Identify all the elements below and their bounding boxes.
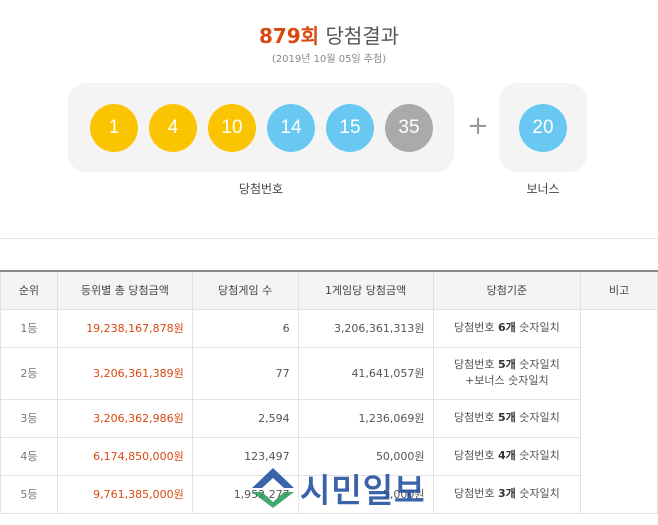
criteria-cell: 당첨번호 5개 숫자일치 +보너스 숫자일치 xyxy=(432,346,582,400)
winner-count-cell: 2,594 xyxy=(191,398,299,438)
round-number: 879회 xyxy=(258,24,320,48)
winning-ball-3: 10 xyxy=(208,104,256,152)
criteria-count: 6개 xyxy=(497,321,516,334)
title-suffix: 당첨결과 xyxy=(325,24,400,48)
bonus-ball: 20 xyxy=(519,104,567,152)
newspaper-watermark: 시민일보 xyxy=(250,462,450,510)
total-amount-cell: 3,206,361,389원 xyxy=(56,346,193,400)
winner-count-cell: 6 xyxy=(191,308,299,348)
rank-cell: 3등 xyxy=(0,398,58,438)
rank-cell: 2등 xyxy=(0,346,58,400)
rank-cell: 5등 xyxy=(0,474,58,514)
winning-ball-6: 35 xyxy=(385,104,433,152)
header-winner-count: 당첨게임 수 xyxy=(191,270,299,310)
header-criteria: 당첨기준 xyxy=(432,270,582,310)
plus-icon: + xyxy=(467,111,489,141)
winning-numbers-label: 당첨번호 xyxy=(238,182,284,196)
winning-ball-1: 1 xyxy=(90,104,138,152)
table-header-row: 순위 등위별 총 당첨금액 당첨게임 수 1게임당 당첨금액 당첨기준 비고 xyxy=(0,270,658,310)
criteria-prefix: 당첨번호 xyxy=(453,321,498,334)
bonus-label: 보너스 xyxy=(526,182,560,196)
rank-cell: 1등 xyxy=(0,308,58,348)
table-row: 3등 3,206,362,986원 2,594 1,236,069원 당첨번호 … xyxy=(0,398,658,438)
table-row: 1등 19,238,167,878원 6 3,206,361,313원 당첨번호… xyxy=(0,308,658,514)
criteria-cell: 당첨번호 6개 숫자일치 xyxy=(432,308,582,348)
prize-table: 순위 등위별 총 당첨금액 당첨게임 수 1게임당 당첨금액 당첨기준 비고 1… xyxy=(0,270,658,514)
per-game-amount-cell: 5,000원 xyxy=(297,474,434,514)
header-per-game-amount: 1게임당 당첨금액 xyxy=(297,270,434,310)
per-game-amount-cell: 1,236,069원 xyxy=(297,398,434,438)
bonus-number-box: 20 xyxy=(499,83,587,172)
criteria-suffix: 숫자일치 xyxy=(515,358,560,371)
criteria-bonus: +보너스 숫자일치 xyxy=(465,374,549,387)
winning-ball-4: 14 xyxy=(267,104,315,152)
newspaper-logo-icon xyxy=(252,468,294,508)
per-game-amount-cell: 41,641,057원 xyxy=(297,346,434,400)
page-title: 879회 당첨결과 xyxy=(0,20,658,49)
winning-ball-5: 15 xyxy=(326,104,374,152)
winning-ball-2: 4 xyxy=(149,104,197,152)
criteria-suffix: 숫자일치 xyxy=(515,449,560,462)
criteria-prefix: 당첨번호 xyxy=(453,449,498,462)
criteria-count: 3개 xyxy=(497,487,516,500)
criteria-suffix: 숫자일치 xyxy=(515,411,560,424)
criteria-cell: 당첨번호 5개 숫자일치 xyxy=(432,398,582,438)
criteria-prefix: 당첨번호 xyxy=(453,358,498,371)
total-amount-cell: 9,761,385,000원 xyxy=(56,474,193,514)
watermark-text: 시민일보 xyxy=(300,471,426,510)
header-total-amount: 등위별 총 당첨금액 xyxy=(56,270,193,310)
total-amount-cell: 3,206,362,986원 xyxy=(56,398,193,438)
winner-count-cell: 77 xyxy=(191,346,299,400)
winner-count-cell: 1,952,277 xyxy=(191,474,299,514)
criteria-suffix: 숫자일치 xyxy=(515,321,560,334)
draw-date: (2019년 10월 05일 추첨) xyxy=(271,54,387,65)
table-row: 2등 3,206,361,389원 77 41,641,057원 당첨번호 5개… xyxy=(0,346,658,400)
criteria-count: 4개 xyxy=(497,449,516,462)
section-divider xyxy=(0,238,658,239)
criteria-prefix: 당첨번호 xyxy=(453,487,498,500)
criteria-suffix: 숫자일치 xyxy=(515,487,560,500)
criteria-prefix: 당첨번호 xyxy=(453,411,498,424)
criteria-count: 5개 xyxy=(497,411,516,424)
criteria-cell: 당첨번호 3개 숫자일치 xyxy=(432,474,582,514)
winning-numbers-box: 1 4 10 14 15 35 xyxy=(68,83,454,172)
rank-cell: 4등 xyxy=(0,436,58,476)
per-game-amount-cell: 3,206,361,313원 xyxy=(297,308,434,348)
header-rank: 순위 xyxy=(0,270,58,310)
winner-count-cell: 123,497 xyxy=(191,436,299,476)
note-cell xyxy=(580,308,658,514)
table-row: 5등 9,761,385,000원 1,952,277 5,000원 당첨번호 … xyxy=(0,474,658,514)
header-note: 비고 xyxy=(580,270,658,310)
total-amount-cell: 19,238,167,878원 xyxy=(56,308,193,348)
total-amount-cell: 6,174,850,000원 xyxy=(56,436,193,476)
criteria-count: 5개 xyxy=(497,358,516,371)
criteria-cell: 당첨번호 4개 숫자일치 xyxy=(432,436,582,476)
